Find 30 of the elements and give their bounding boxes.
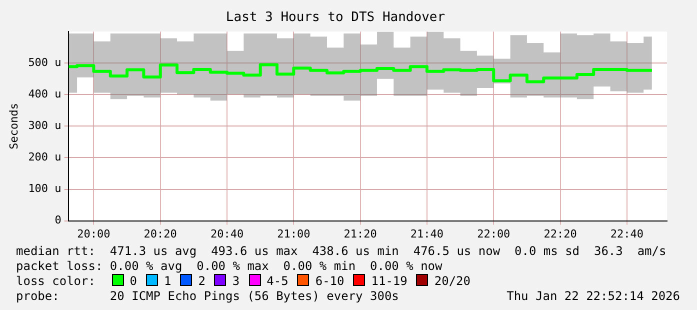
y-tick-label: 400 u <box>28 88 62 101</box>
x-tick-label: 21:40 <box>410 227 444 240</box>
text: median rtt: 471.3 us avg 493.6 us max 438.6 us min 476.5 us now 0.0 ms sd 36.3 am/s <box>16 244 666 258</box>
x-tick-label: 20:20 <box>144 227 177 240</box>
y-tick-label: 100 u <box>28 182 62 196</box>
x-tick-label: 21:20 <box>344 227 377 240</box>
text: 1 <box>164 274 172 288</box>
x-tick-label: 20:40 <box>210 227 244 240</box>
y-tick-label: 500 u <box>28 56 62 69</box>
chart-title: Last 3 Hours to DTS Handover <box>226 10 446 26</box>
text: 4-5 <box>266 274 288 288</box>
x-tick-label: 22:40 <box>610 227 644 240</box>
x-tick-label: 20:00 <box>77 227 110 240</box>
text: Thu Jan 22 22:52:14 2026 <box>506 289 680 304</box>
text: 2 <box>198 274 206 288</box>
text: 0 <box>130 274 137 288</box>
text: 6-10 <box>315 274 344 288</box>
x-tick-label: 21:00 <box>277 227 310 240</box>
x-tick-label: 22:20 <box>544 227 577 240</box>
y-tick-label: 0 <box>54 214 62 227</box>
y-tick-label: 300 u <box>28 119 62 132</box>
text: probe: 20 ICMP Echo Pings (56 Bytes) every 300s <box>16 289 399 303</box>
text: 20/20 <box>434 274 470 288</box>
text: 3 <box>232 274 240 288</box>
y-tick-label: 200 u <box>28 150 62 164</box>
x-tick-label: 22:00 <box>477 227 510 240</box>
text: packet loss: 0.00 % avg 0.00 % max 0.00 % min 0.00 % now <box>16 259 442 273</box>
text: 11-19 <box>371 274 408 288</box>
y-axis-title: Seconds <box>7 103 20 150</box>
text: loss color: <box>16 274 96 288</box>
